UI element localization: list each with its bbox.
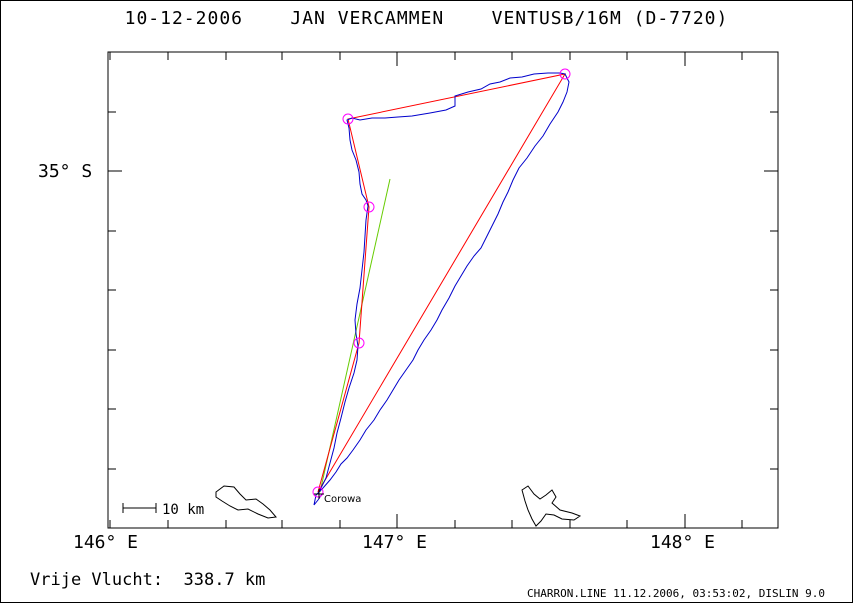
axis-ticks: [108, 52, 778, 528]
turnpoints: [312, 68, 571, 498]
turnpoint-2: [363, 201, 375, 213]
lake-outline-east: [521, 485, 582, 527]
pilot-name: JAN VERCAMMEN: [290, 8, 445, 29]
flight-title: 10-12-2006 JAN VERCAMMEN VENTUSB/16M (D-…: [0, 8, 853, 29]
task-line: [317, 73, 567, 493]
longitude-label-146: 146° E: [73, 532, 139, 553]
town-marker-icon: [314, 489, 324, 499]
scale-bar-label: 10 km: [162, 502, 204, 518]
turnpoint-3: [342, 113, 354, 125]
turnpoint-1: [353, 337, 365, 349]
glider-name: VENTUSB/16M (D-7720): [491, 8, 729, 29]
lake-outline-west: [215, 485, 277, 519]
latitude-label: 35° S: [38, 161, 93, 182]
flight-track: [313, 72, 570, 506]
map-border: [107, 51, 779, 529]
turnpoint-4: [559, 68, 571, 80]
scale-bar-icon: [122, 503, 157, 513]
source-info: CHARRON.LINE 11.12.2006, 03:53:02, DISLI…: [526, 587, 825, 600]
extra-line: [319, 178, 391, 493]
flight-date: 10-12-2006: [124, 8, 243, 29]
longitude-label-148: 148° E: [650, 532, 716, 553]
longitude-label-147: 147° E: [362, 532, 428, 553]
town-label: Corowa: [324, 494, 361, 505]
turnpoint-start: [312, 486, 324, 498]
distance-label: Vrije Vlucht: 338.7 km: [30, 570, 266, 590]
